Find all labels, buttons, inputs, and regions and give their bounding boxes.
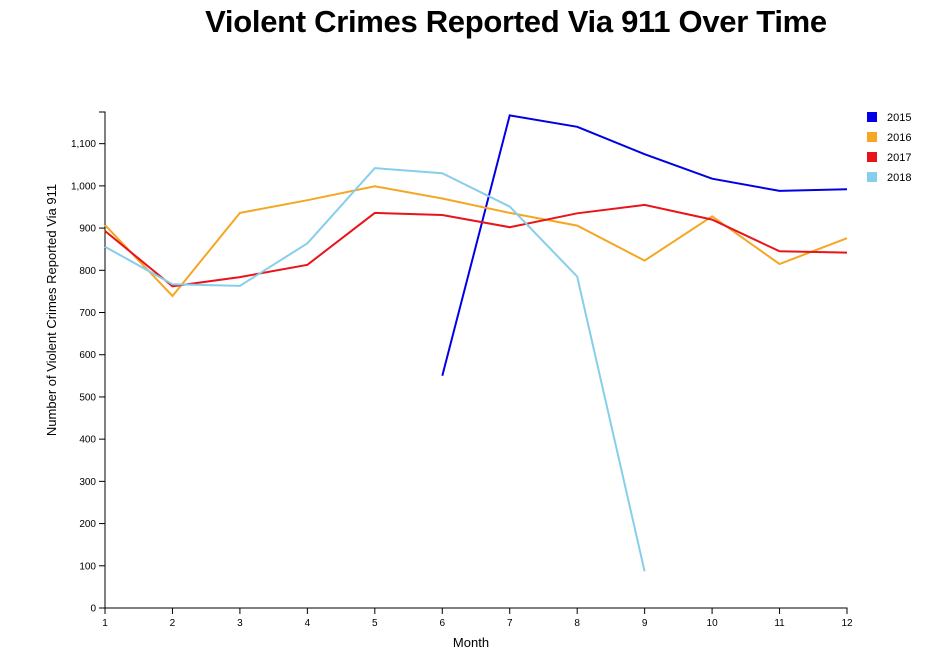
x-tick-label: 6 (439, 618, 445, 629)
legend-swatch (867, 152, 877, 162)
legend-item-2018: 2018 (867, 172, 911, 184)
x-axis-line (104, 607, 848, 614)
x-tick: 3 (237, 608, 243, 629)
series-line-2017 (104, 203, 848, 288)
y-tick-label: 700 (79, 308, 96, 319)
y-tick-label: 800 (79, 266, 96, 277)
legend-label: 2017 (887, 152, 911, 164)
legend-swatch (867, 132, 877, 142)
x-tick-label: 5 (372, 618, 378, 629)
x-tick-label: 1 (102, 618, 108, 629)
legend-swatch (867, 112, 877, 122)
legend-item-2015: 2015 (867, 112, 911, 124)
y-tick-label: 400 (79, 435, 96, 446)
x-tick-label: 12 (841, 618, 853, 629)
x-tick: 5 (372, 608, 378, 629)
series-lines (104, 114, 848, 572)
y-tick: 500 (79, 392, 105, 403)
legend-label: 2018 (887, 172, 911, 184)
y-tick: 700 (79, 308, 105, 319)
y-tick-label: 600 (79, 350, 96, 361)
x-tick: 4 (305, 608, 311, 629)
x-tick: 6 (439, 608, 445, 629)
legend-swatch (867, 172, 877, 182)
y-tick-label: 200 (79, 519, 96, 530)
series-line-2018 (104, 167, 646, 572)
x-tick: 11 (774, 608, 785, 629)
y-tick-label: 0 (90, 604, 96, 615)
x-tick-label: 2 (170, 618, 176, 629)
y-tick-label: 300 (79, 477, 96, 488)
y-tick-label: 1,100 (71, 139, 96, 150)
x-tick-label: 11 (774, 618, 785, 629)
x-axis-label: Month (453, 635, 489, 650)
x-tick-label: 9 (642, 618, 648, 629)
chart-title: Violent Crimes Reported Via 911 Over Tim… (205, 4, 827, 39)
series-line-2015 (441, 114, 848, 377)
y-tick: 300 (79, 477, 105, 488)
y-tick: 0 (90, 604, 105, 615)
x-tick: 10 (707, 608, 719, 629)
x-axis: 1 2 3 4 5 6 7 8 9 10 11 12 (102, 607, 853, 629)
x-tick: 7 (507, 608, 513, 629)
y-tick: 100 (79, 561, 105, 572)
x-tick-label: 8 (574, 618, 580, 629)
y-tick: 600 (79, 350, 105, 361)
y-tick-label: 900 (79, 224, 96, 235)
x-tick-label: 10 (707, 618, 719, 629)
y-tick-label: 1,000 (71, 181, 96, 192)
x-tick: 8 (574, 608, 580, 629)
legend-item-2016: 2016 (867, 132, 911, 144)
x-tick-label: 7 (507, 618, 513, 629)
legend: 2015 2016 2017 2018 (867, 112, 911, 184)
legend-item-2017: 2017 (867, 152, 911, 164)
y-axis: 0 100 200 300 400 500 600 700 800 900 1,000 1,100 (71, 111, 106, 615)
legend-label: 2015 (887, 112, 911, 124)
x-tick: 12 (841, 608, 853, 629)
y-tick: 800 (79, 266, 105, 277)
x-tick-label: 3 (237, 618, 243, 629)
y-tick: 900 (79, 224, 105, 235)
x-tick: 9 (642, 608, 648, 629)
y-tick: 1,100 (71, 139, 105, 150)
y-tick-label: 100 (79, 561, 96, 572)
y-tick: 400 (79, 435, 105, 446)
x-tick: 2 (170, 608, 176, 629)
y-tick: 1,000 (71, 181, 105, 192)
y-tick: 200 (79, 519, 105, 530)
y-axis-line (99, 111, 106, 609)
y-tick-label: 500 (79, 392, 96, 403)
x-tick: 1 (102, 608, 108, 629)
x-tick-label: 4 (305, 618, 311, 629)
legend-label: 2016 (887, 132, 911, 144)
y-axis-label: Number of Violent Crimes Reported Via 91… (44, 184, 59, 436)
